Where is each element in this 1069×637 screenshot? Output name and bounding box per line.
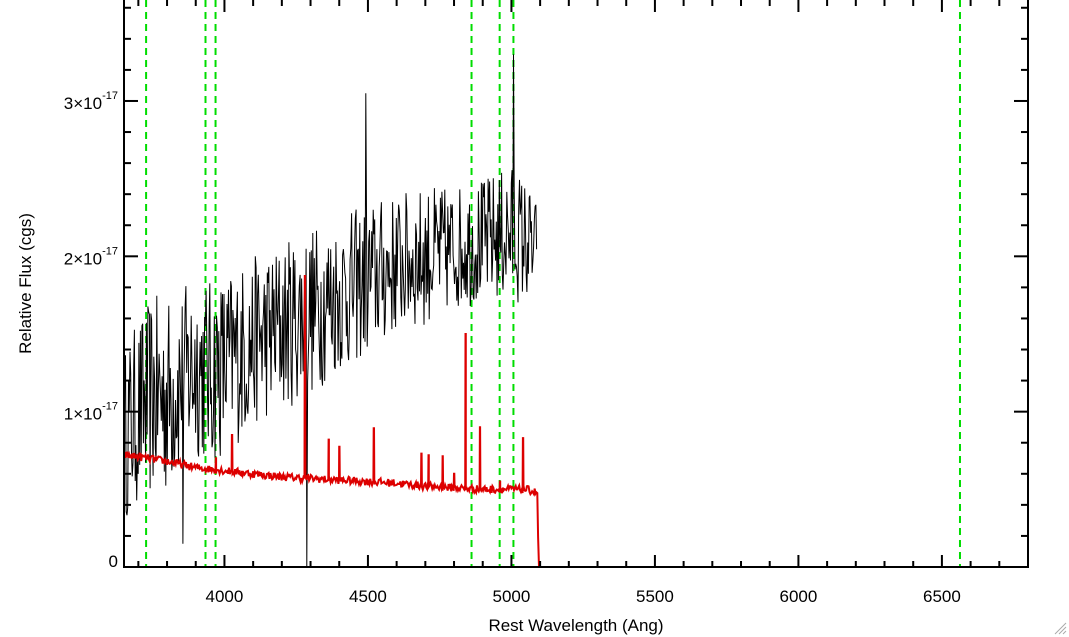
- x-axis-title: Rest Wavelength (Ang): [488, 616, 663, 635]
- y-tick-label: 3×10-17: [64, 90, 118, 113]
- x-tick-label: 6000: [779, 587, 817, 606]
- x-tick-label: 5500: [636, 587, 674, 606]
- model-spectrum-line: [124, 274, 1028, 567]
- y-axis-title: Relative Flux (cgs): [16, 213, 35, 354]
- y-tick-label: 1×10-17: [64, 401, 118, 424]
- x-tick-label: 4000: [206, 587, 244, 606]
- y-tick-label: 2×10-17: [64, 245, 118, 268]
- y-tick-label: 0: [109, 552, 118, 571]
- spectrum-series: [124, 54, 1028, 567]
- x-tick-label: 5000: [493, 587, 531, 606]
- plot-frame: [123, 0, 1029, 568]
- emission-line-markers: [145, 0, 961, 567]
- x-tick-label: 6500: [923, 587, 961, 606]
- x-tick-label: 4500: [349, 587, 387, 606]
- observed-spectrum-line: [124, 54, 538, 567]
- tick-labels: 4000 4500 5000 5500 6000 6500 0 1×10-17 2×10-17 3…: [64, 90, 961, 606]
- resize-grip-icon[interactable]: [1054, 622, 1067, 635]
- axis-ticks: [124, 0, 1029, 568]
